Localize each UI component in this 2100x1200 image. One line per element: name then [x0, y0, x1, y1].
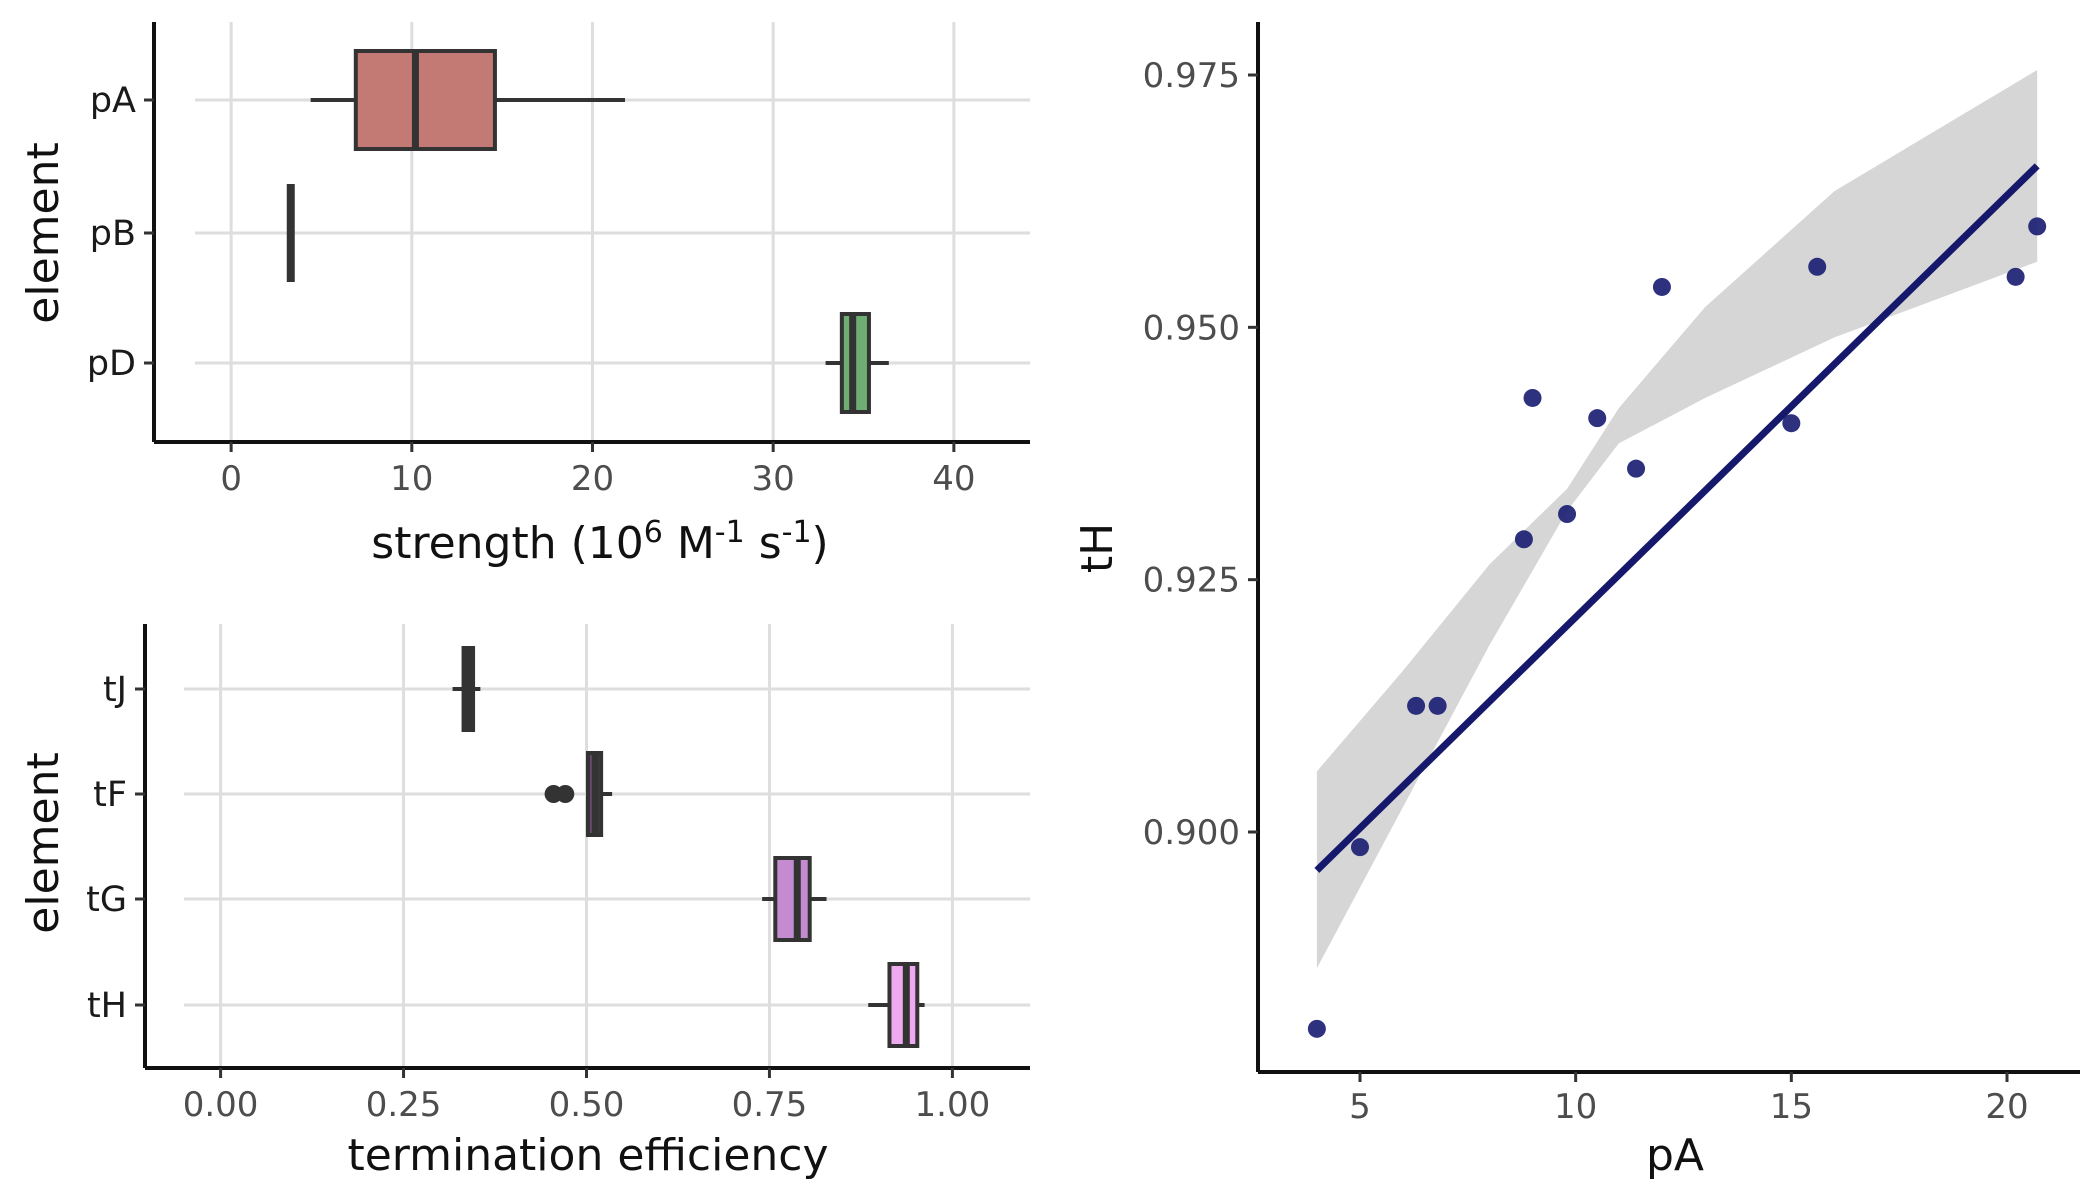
scatter-point: [1428, 696, 1447, 715]
strength-boxes: [286, 49, 889, 414]
x-tick-label: 20: [1985, 1087, 2028, 1127]
y-category-label: tF: [93, 775, 127, 815]
box-tJ: [452, 646, 481, 732]
termination-y-axis-title: element: [18, 752, 69, 933]
scatter-point: [1627, 459, 1646, 478]
scatter-point: [1514, 530, 1533, 549]
scatter-point: [1588, 409, 1607, 428]
scatter-point: [1523, 388, 1542, 407]
strength-x-axis-title: strength (106 M-1 s-1): [371, 515, 828, 569]
scatter-point: [1652, 277, 1671, 296]
y-category-label: pA: [90, 81, 136, 121]
scatter-y-axis-title: tH: [1072, 523, 1123, 573]
scatter-point: [1558, 505, 1577, 524]
box-tF: [544, 751, 613, 837]
y-category-label: pD: [87, 344, 136, 384]
scatter-panel: 5 10 15 20 0.900 0.925 0.950 0.975 pA tH: [1072, 22, 2080, 1181]
x-tick-label: 30: [752, 459, 795, 499]
box-iqr: [773, 856, 812, 942]
scatter-point: [1351, 838, 1369, 857]
x-tick-label: 20: [571, 459, 614, 499]
x-tick-label: 0.00: [183, 1085, 259, 1125]
box-iqr: [353, 49, 497, 151]
scatter-ticks: 5 10 15 20 0.900 0.925 0.950 0.975: [1143, 56, 2029, 1127]
strength-xlabel-unit1: M: [663, 518, 715, 569]
scatter-point: [1307, 1019, 1326, 1038]
termination-boxplot-panel: 0.00 0.25 0.50 0.75 1.00 tJ tF tG tH termination…: [18, 624, 1030, 1181]
x-tick-label: 10: [1554, 1087, 1597, 1127]
strength-xlabel-end: ): [812, 518, 829, 569]
scatter-axes: [1256, 22, 2080, 1074]
box-tG: [762, 856, 827, 942]
strength-xlabel-exp3: -1: [782, 515, 812, 550]
box-pD: [825, 312, 889, 414]
y-category-label: tG: [86, 880, 127, 920]
y-category-label: tJ: [103, 670, 127, 710]
outlier-point: [556, 785, 575, 803]
strength-grid: [195, 22, 1030, 442]
scatter-point: [1808, 257, 1827, 276]
scatter-x-axis-title: pA: [1646, 1130, 1704, 1181]
confidence-band: [1316, 69, 2038, 969]
y-category-label: tH: [87, 986, 127, 1026]
strength-xlabel-unit2: s: [745, 518, 782, 569]
termination-x-axis-title: termination efficiency: [347, 1130, 828, 1181]
x-tick-label: 0: [220, 459, 242, 499]
y-tick-label: 0.900: [1143, 813, 1240, 853]
strength-ticks: 0 10 20 30 40 pA pB pD: [87, 81, 976, 499]
y-category-label: pB: [90, 214, 136, 254]
scatter-point: [1782, 414, 1801, 433]
x-tick-label: 0.50: [549, 1085, 625, 1125]
strength-xlabel-exp1: 6: [644, 515, 663, 550]
y-tick-label: 0.925: [1143, 561, 1240, 601]
strength-y-axis-title: element: [18, 142, 69, 323]
scatter-point: [2028, 217, 2047, 236]
termination-boxes: [452, 646, 925, 1048]
x-tick-label: 5: [1349, 1087, 1371, 1127]
strength-xlabel-exp2: -1: [715, 515, 745, 550]
scatter-points: [1307, 217, 2047, 1038]
scatter-point: [1407, 696, 1426, 715]
x-tick-label: 1.00: [915, 1085, 991, 1125]
box-pA: [310, 49, 626, 151]
x-tick-label: 0.75: [732, 1085, 808, 1125]
termination-ticks: 0.00 0.25 0.50 0.75 1.00 tJ tF tG tH: [86, 670, 990, 1125]
x-tick-label: 10: [390, 459, 433, 499]
y-tick-label: 0.950: [1143, 308, 1240, 348]
scatter-point: [2006, 267, 2025, 286]
x-tick-label: 40: [932, 459, 975, 499]
x-tick-label: 0.25: [366, 1085, 442, 1125]
strength-xlabel-main: strength (10: [371, 518, 643, 569]
y-tick-label: 0.975: [1143, 56, 1240, 96]
x-tick-label: 15: [1770, 1087, 1813, 1127]
box-tH: [868, 962, 925, 1048]
regression-line: [1314, 163, 2040, 873]
